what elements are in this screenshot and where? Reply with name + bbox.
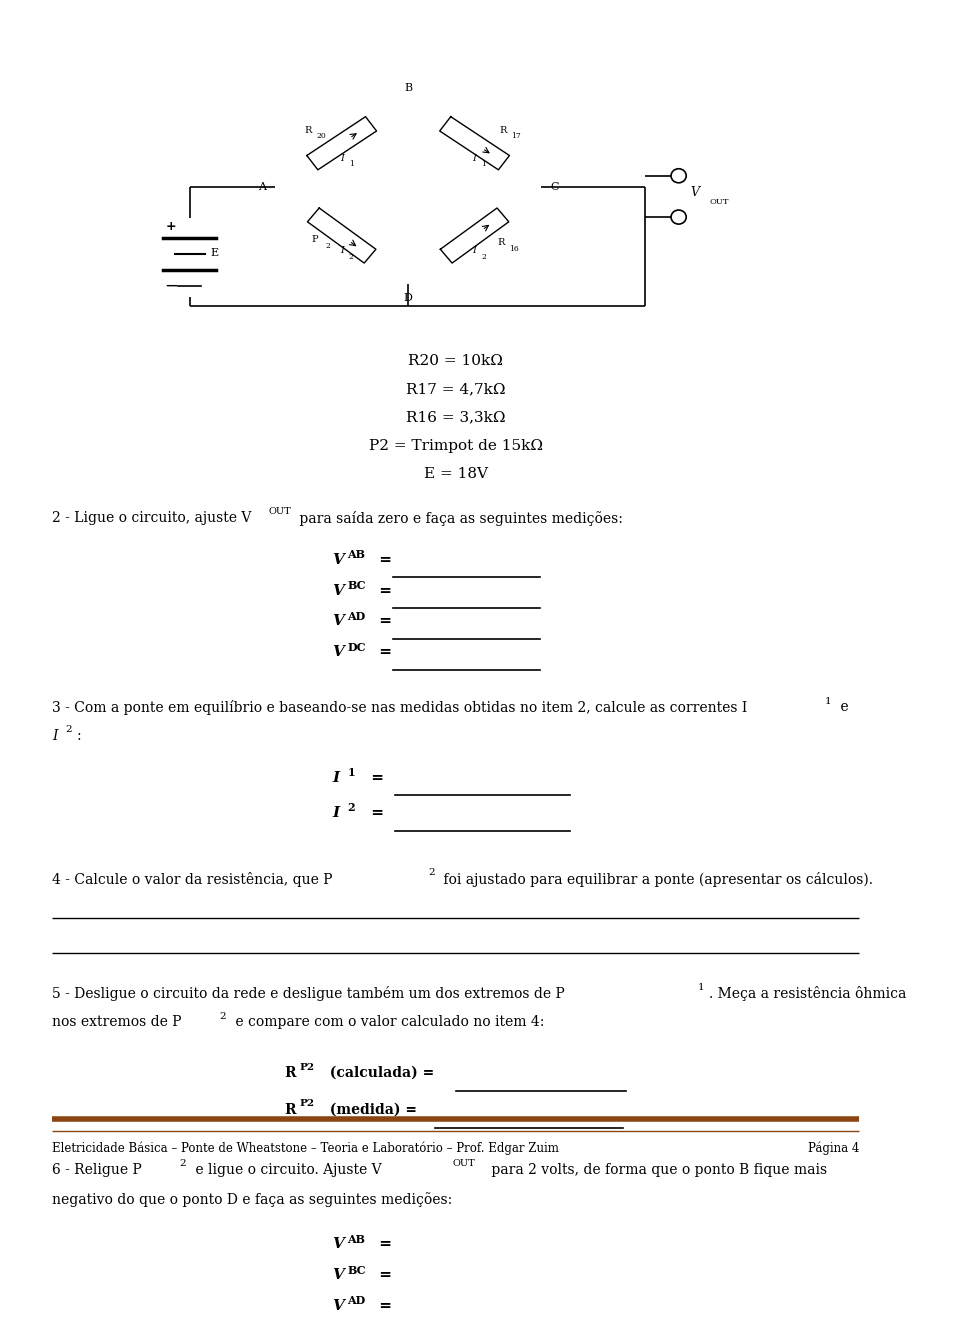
Text: 2: 2 <box>326 242 331 250</box>
Text: 16: 16 <box>510 245 519 253</box>
Text: R: R <box>285 1066 297 1080</box>
Text: 3 - Com a ponte em equilíbrio e baseando-se nas medidas obtidas no item 2, calcu: 3 - Com a ponte em equilíbrio e baseando… <box>52 700 748 716</box>
Text: OUT: OUT <box>710 197 730 205</box>
Text: I: I <box>340 153 344 163</box>
Text: −: − <box>164 277 178 295</box>
Text: Página 4: Página 4 <box>807 1142 859 1155</box>
Text: E: E <box>210 249 219 258</box>
Text: . Meça a resistência ôhmica: . Meça a resistência ôhmica <box>709 986 906 1002</box>
Text: E = 18V: E = 18V <box>423 467 488 480</box>
Text: BC: BC <box>348 1265 366 1275</box>
Text: R16 = 3,3kΩ: R16 = 3,3kΩ <box>406 410 505 425</box>
Text: I: I <box>332 806 339 820</box>
Text: 1: 1 <box>348 160 353 168</box>
Text: AD: AD <box>348 611 366 622</box>
Text: 2: 2 <box>65 725 72 734</box>
Text: V: V <box>332 583 344 598</box>
Text: V: V <box>332 646 344 659</box>
Text: B: B <box>404 83 412 93</box>
Text: =: = <box>374 646 397 659</box>
Text: V: V <box>690 187 699 200</box>
Text: 1: 1 <box>348 767 355 778</box>
Text: V: V <box>332 1237 344 1252</box>
Text: V: V <box>332 614 344 628</box>
Text: e ligue o circuito. Ajuste V: e ligue o circuito. Ajuste V <box>191 1163 381 1176</box>
Text: +: + <box>165 220 176 233</box>
Text: nos extremos de P: nos extremos de P <box>52 1015 181 1029</box>
Text: =: = <box>374 553 397 566</box>
Text: OUT: OUT <box>269 507 291 516</box>
Text: D: D <box>404 292 413 303</box>
Text: (medida) =: (medida) = <box>324 1103 421 1117</box>
Text: =: = <box>374 583 397 598</box>
Text: V: V <box>332 1269 344 1282</box>
Text: =: = <box>374 1299 397 1312</box>
Text: =: = <box>374 1237 397 1252</box>
Text: 6 - Religue P: 6 - Religue P <box>52 1163 142 1176</box>
Text: 2 - Ligue o circuito, ajuste V: 2 - Ligue o circuito, ajuste V <box>52 511 252 525</box>
Text: 2: 2 <box>219 1012 226 1020</box>
Text: =: = <box>374 614 397 628</box>
Text: =: = <box>367 771 390 785</box>
Text: 2: 2 <box>482 253 487 261</box>
Text: =: = <box>374 1269 397 1282</box>
Text: R20 = 10kΩ: R20 = 10kΩ <box>408 355 503 368</box>
Text: para saída zero e faça as seguintes medições:: para saída zero e faça as seguintes medi… <box>295 511 623 525</box>
Text: AD: AD <box>348 1295 366 1306</box>
Text: R: R <box>497 238 505 247</box>
Text: AB: AB <box>348 549 366 560</box>
Text: DC: DC <box>348 642 366 652</box>
Text: 17: 17 <box>512 132 521 140</box>
Text: 1: 1 <box>698 983 705 991</box>
Text: R: R <box>499 126 507 135</box>
Text: P2: P2 <box>300 1062 315 1072</box>
Text: I: I <box>472 246 476 255</box>
Text: A: A <box>257 183 266 192</box>
Text: 1: 1 <box>482 160 487 168</box>
Text: (calculada) =: (calculada) = <box>324 1066 439 1080</box>
Text: 20: 20 <box>317 132 326 140</box>
Text: I: I <box>340 246 344 255</box>
Text: negativo do que o ponto D e faça as seguintes medições:: negativo do que o ponto D e faça as segu… <box>52 1192 452 1207</box>
Text: V: V <box>332 1299 344 1312</box>
Text: =: = <box>367 806 390 820</box>
Text: 2: 2 <box>180 1159 186 1168</box>
Text: I: I <box>332 771 339 785</box>
Text: Eletricidade Básica – Ponte de Wheatstone – Teoria e Laboratório – Prof. Edgar Z: Eletricidade Básica – Ponte de Wheatston… <box>52 1142 559 1155</box>
Text: P2 = Trimpot de 15kΩ: P2 = Trimpot de 15kΩ <box>369 438 542 452</box>
Text: BC: BC <box>348 579 366 591</box>
Text: 5 - Desligue o circuito da rede e desligue também um dos extremos de P: 5 - Desligue o circuito da rede e deslig… <box>52 986 564 1002</box>
Text: 2: 2 <box>348 802 355 814</box>
Text: OUT: OUT <box>453 1159 475 1168</box>
Text: para 2 volts, de forma que o ponto B fique mais: para 2 volts, de forma que o ponto B fiq… <box>487 1163 827 1176</box>
Text: R: R <box>285 1103 297 1117</box>
Text: e: e <box>836 700 849 714</box>
Text: R17 = 4,7kΩ: R17 = 4,7kΩ <box>406 382 505 397</box>
Text: P: P <box>312 235 319 245</box>
Text: P2: P2 <box>300 1099 315 1109</box>
Text: C: C <box>550 183 559 192</box>
Text: 1: 1 <box>825 697 831 706</box>
Text: 4 - Calcule o valor da resistência, que P: 4 - Calcule o valor da resistência, que … <box>52 872 333 886</box>
Text: foi ajustado para equilibrar a ponte (apresentar os cálculos).: foi ajustado para equilibrar a ponte (ap… <box>440 872 874 886</box>
Text: 2: 2 <box>348 253 353 261</box>
Text: R: R <box>304 126 312 135</box>
Text: e compare com o valor calculado no item 4:: e compare com o valor calculado no item … <box>230 1015 544 1029</box>
Text: 2: 2 <box>428 868 435 877</box>
Text: I: I <box>472 153 476 163</box>
Text: AB: AB <box>348 1234 366 1245</box>
Text: :: : <box>77 729 82 742</box>
Text: I: I <box>52 729 58 742</box>
Text: V: V <box>332 553 344 566</box>
